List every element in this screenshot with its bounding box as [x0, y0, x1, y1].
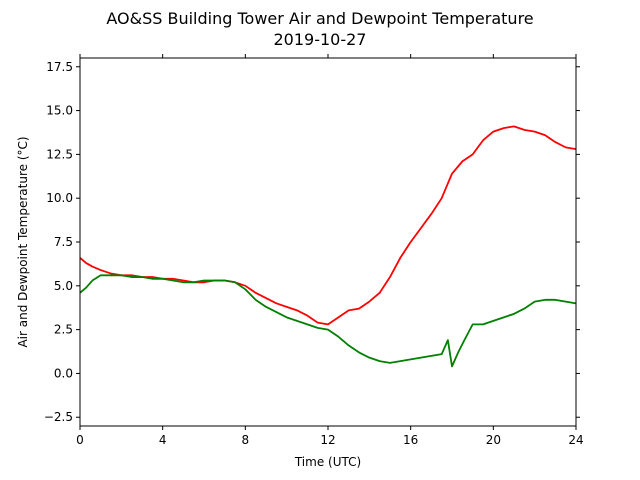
y-tick-label-6: 12.5 [46, 147, 73, 161]
y-tick-label-3: 5.0 [54, 279, 73, 293]
x-tick-label-1: 4 [159, 433, 167, 447]
x-tick-label-4: 16 [403, 433, 418, 447]
y-tick-label-5: 10.0 [46, 191, 73, 205]
y-tick-label-7: 15.0 [46, 104, 73, 118]
y-tick-label-2: 2.5 [54, 323, 73, 337]
x-tick-label-3: 12 [320, 433, 335, 447]
series-layer [79, 125, 577, 368]
y-tick-label-0: −2.5 [44, 410, 73, 424]
x-tick-label-5: 20 [486, 433, 501, 447]
series-line-0 [79, 125, 577, 326]
series-line-1 [79, 274, 577, 368]
plot-area: 0 4 8 12 16 20 24 −2.5 0.0 2.5 5.0 7.5 10.0 12.5 15.0… [44, 54, 584, 447]
x-axis: 0 4 8 12 16 20 24 [76, 54, 584, 447]
x-tick-label-2: 8 [242, 433, 250, 447]
y-axis: −2.5 0.0 2.5 5.0 7.5 10.0 12.5 15.0 17.5 [44, 60, 580, 424]
y-tick-label-8: 17.5 [46, 60, 73, 74]
x-tick-label-0: 0 [76, 433, 84, 447]
y-axis-label: Air and Dewpoint Temperature (°C) [16, 136, 30, 347]
y-tick-label-1: 0.0 [54, 366, 73, 380]
chart-subtitle: 2019-10-27 [274, 30, 367, 49]
x-axis-label: Time (UTC) [294, 455, 361, 469]
y-tick-label-4: 7.5 [54, 235, 73, 249]
x-tick-label-6: 24 [568, 433, 583, 447]
chart-title: AO&SS Building Tower Air and Dewpoint Te… [106, 9, 533, 28]
